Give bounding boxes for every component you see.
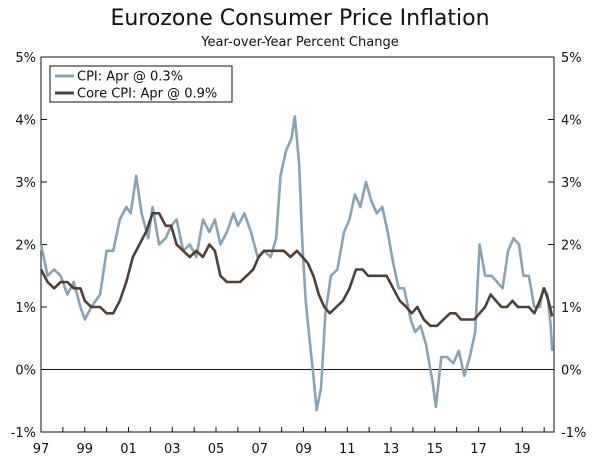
y-tick-label-left: 2%	[15, 239, 36, 254]
x-tick-label: 17	[470, 442, 487, 457]
series-line-cpi	[39, 115, 554, 412]
y-tick-label-left: 1%	[15, 301, 36, 316]
chart-subtitle: Year-over-Year Percent Change	[201, 35, 399, 50]
y-tick-label-right: 0%	[561, 364, 582, 379]
series-line-core-cpi	[39, 212, 554, 328]
x-tick-label: 07	[251, 442, 268, 457]
y-tick-label-right: 2%	[561, 239, 582, 254]
y-tick-label-right: -1%	[561, 426, 586, 441]
legend-label-cpi: CPI: Apr @ 0.3%	[77, 70, 183, 85]
y-tick-label-left: 5%	[15, 51, 36, 66]
y-tick-label-left: 4%	[15, 114, 36, 129]
legend-box	[49, 65, 233, 103]
y-axis-left: -1% 0% 1% 2% 3% 4% 5%	[11, 51, 47, 441]
y-tick-label-right: 5%	[561, 51, 582, 66]
plot-frame	[40, 56, 555, 433]
legend: CPI: Apr @ 0.3% Core CPI: Apr @ 0.9%	[49, 65, 233, 103]
y-tick-label-left: -1%	[11, 426, 36, 441]
chart-title: Eurozone Consumer Price Inflation	[110, 6, 490, 31]
x-tick-label: 15	[427, 442, 444, 457]
x-tick-label: 09	[295, 442, 312, 457]
x-tick-label: 99	[76, 442, 93, 457]
y-axis-right: -1% 0% 1% 2% 3% 4% 5%	[548, 51, 586, 441]
legend-label-core-cpi: Core CPI: Apr @ 0.9%	[77, 87, 217, 102]
x-tick-label: 05	[208, 442, 225, 457]
x-tick-label: 03	[164, 442, 181, 457]
x-tick-label: 19	[514, 442, 531, 457]
x-tick-label: 13	[383, 442, 400, 457]
y-tick-label-left: 0%	[15, 364, 36, 379]
x-tick-label: 97	[33, 442, 50, 457]
y-tick-label-right: 4%	[561, 114, 582, 129]
y-tick-label-left: 3%	[15, 176, 36, 191]
x-tick-label: 11	[339, 442, 356, 457]
x-tick-label: 01	[120, 442, 137, 457]
x-axis: 97 99 01 03 05 07 09 11 13 15 17 19	[33, 427, 545, 457]
y-tick-label-right: 1%	[561, 301, 582, 316]
y-tick-label-right: 3%	[561, 176, 582, 191]
